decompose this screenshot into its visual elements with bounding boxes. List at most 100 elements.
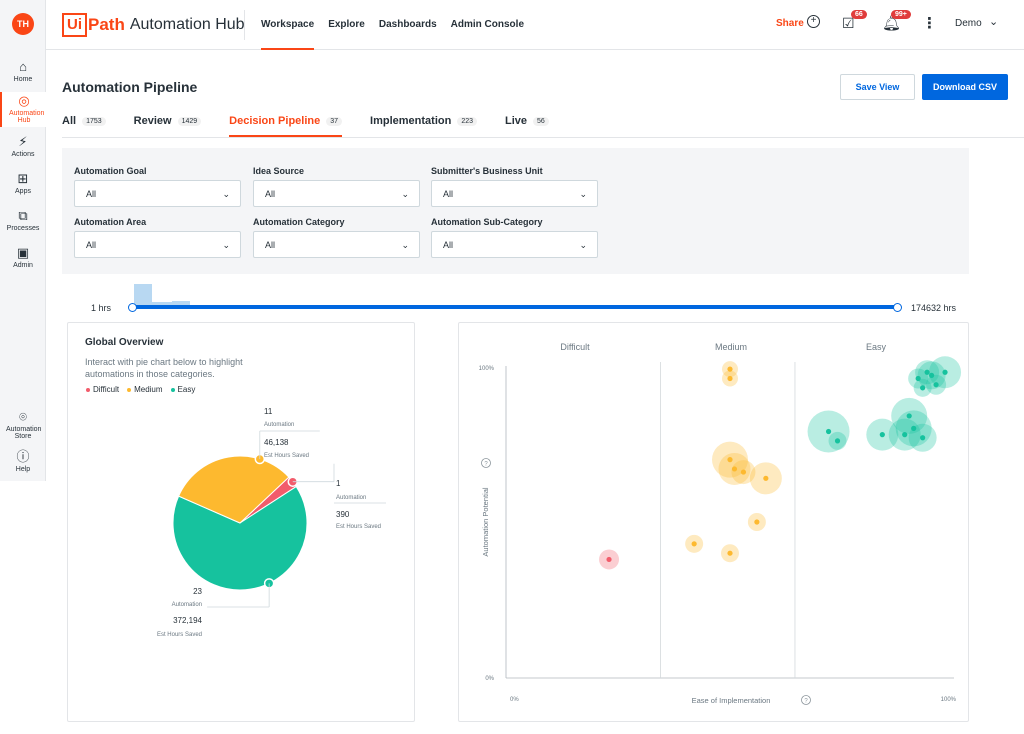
sidebar-item-actions[interactable]: ⚡ Actions [0,135,46,159]
automation-goal-select[interactable]: All ⌄ [74,180,241,207]
legend-item-medium[interactable]: Medium [127,385,163,394]
help-icon[interactable] [801,695,811,705]
sidebar-item-admin[interactable]: ▣ Admin [0,246,46,270]
legend-label: Difficult [93,385,120,394]
automation-subcategory-select[interactable]: All ⌄ [431,231,598,258]
overview-title: Global Overview [85,337,164,348]
tab-review[interactable]: Review 1429 [134,115,202,137]
slider-min-handle[interactable] [128,303,137,312]
tab-count: 223 [457,116,478,126]
bubble-center [920,435,926,441]
sidebar-item-automation-store[interactable]: ⌾ Automation Store [0,409,46,441]
scatter-chart[interactable]: Difficult Medium Easy 100% 0% 0% 100% Ease of I… [458,322,969,722]
nav-admin-console[interactable]: Admin Console [450,19,525,30]
bubble-center [924,369,930,375]
legend-label: Easy [177,385,196,394]
help-icon[interactable] [481,458,491,468]
tab-count: 37 [326,116,343,126]
automation-category-select[interactable]: All ⌄ [253,231,420,258]
pie-label-count: 23 [193,587,202,596]
hours-range-slider[interactable] [132,305,898,309]
pie-label-count: 1 [336,479,341,488]
legend-item-easy[interactable]: Easy [170,385,196,394]
automation-hub-icon: ◎ [18,93,30,108]
bubble-center [942,369,948,375]
pie-label-hours-caption: Est Hours Saved [157,632,202,638]
tab-decision-pipeline[interactable]: Decision Pipeline 37 [229,115,343,137]
download-csv-button[interactable]: Download CSV [922,74,1008,100]
bubble-center [691,541,697,547]
legend-dot [170,387,175,392]
chevron-down-icon: ⌄ [222,240,230,250]
automation-area-select[interactable]: All ⌄ [74,231,241,258]
bell-icon[interactable]: 🔔︎ [882,15,902,32]
filter-label-automation-category: Automation Category [253,217,345,227]
section-header-easy: Easy [866,342,887,352]
bubble-center [727,375,733,382]
share-icon[interactable]: + [807,15,820,28]
filter-label-business-unit: Submitter's Business Unit [431,166,543,176]
app-name: Automation Hub [129,16,245,33]
bubble-center [727,550,733,556]
avatar[interactable]: TH [12,13,34,35]
pie-label-easy: 23 Automation 372,194 Est Hours Saved [157,583,270,638]
share-button[interactable]: Share [776,18,804,29]
help-icon: ⓘ [16,449,30,464]
nav-dashboards[interactable]: Dashboards [378,19,437,30]
legend-item-difficult[interactable]: Difficult [86,385,119,394]
pie-slice-easy[interactable] [172,485,308,591]
sidebar-item-home[interactable]: ⌂ Home [0,59,46,84]
sidebar-item-processes[interactable]: ⧉ Processes [0,209,46,233]
tab-live[interactable]: Live 56 [505,115,549,137]
tab-count: 56 [533,116,549,126]
section-header-medium: Medium [715,342,747,352]
tab-all[interactable]: All 1753 [62,115,106,137]
tab-implementation[interactable]: Implementation 223 [370,115,478,137]
pie-label-hours-caption: Est Hours Saved [336,524,381,530]
filter-label-idea-source: Idea Source [253,166,305,176]
sidebar-item-apps[interactable]: ⊞ Apps [0,171,46,196]
filter-label-automation-area: Automation Area [74,217,147,227]
sidebar-item-automation-hub[interactable]: ◎ Automation Hub [0,92,46,127]
overview-description: Interact with pie chart below to highlig… [85,357,243,379]
bubble-center [929,372,935,378]
more-options-icon[interactable]: ⋮ [922,15,937,32]
pie-label-unit: Automation [172,602,202,608]
idea-source-select[interactable]: All ⌄ [253,180,420,207]
uipath-logo[interactable]: Ui Path Automation Hub [62,13,245,37]
nav-explore[interactable]: Explore [328,19,365,30]
pie-label-unit: Automation [336,495,366,501]
pie-slice-medium[interactable] [177,455,290,524]
chevron-down-icon: ⌄ [579,240,587,250]
pie-label-hours-caption: Est Hours Saved [264,453,309,459]
sidebar-item-label: Home [13,76,33,83]
x-axis-label: Ease of Implementation [692,696,771,705]
user-menu[interactable]: Demo [955,18,982,29]
business-unit-select[interactable]: All ⌄ [431,180,598,207]
apps-icon: ⊞ [17,171,29,186]
store-icon: ⌾ [19,409,27,424]
save-view-button[interactable]: Save View [840,74,915,100]
histogram-bar [134,284,152,305]
y-axis-label: Automation Potential [481,487,490,557]
main-nav: Workspace Explore Dashboards Admin Conso… [261,0,538,50]
slider-min-label: 1 hrs [91,303,112,313]
tasks-icon[interactable]: ☑ [842,15,855,31]
sidebar-item-help[interactable]: ⓘ Help [0,449,46,474]
y-tick: 100% [479,366,495,372]
pie-label-medium: 11 Automation 46,138 Est Hours Saved [259,407,320,459]
slider-max-handle[interactable] [893,303,902,312]
bubble-center [606,556,612,563]
select-value: All [265,240,276,250]
sidebar-item-label: Admin [13,262,33,269]
home-icon: ⌂ [19,59,27,74]
nav-workspace[interactable]: Workspace [261,0,315,50]
bubble-center [906,413,912,419]
pie-label-difficult: 1 Automation 390 Est Hours Saved [292,463,386,530]
bubble-center [915,375,921,382]
chevron-down-icon: ⌄ [222,189,230,199]
pie-chart[interactable]: 1 Automation 390 Est Hours Saved 11 Automatio… [68,395,414,720]
chevron-down-icon[interactable]: ⌄ [989,16,999,28]
legend-label: Medium [134,385,163,394]
chevron-down-icon: ⌄ [401,240,409,250]
